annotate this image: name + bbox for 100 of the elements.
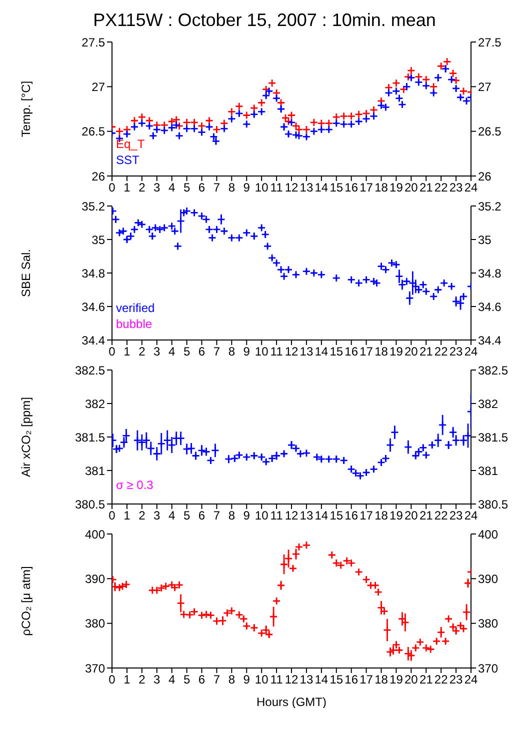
y2-tick-label: 390 [478, 572, 498, 586]
x-tick-label: 17 [360, 180, 374, 195]
y2-tick-label: 381 [478, 464, 498, 478]
x-tick-label: 1 [124, 672, 131, 687]
x-tick-label: 0 [108, 180, 116, 195]
x-tick-label: 15 [330, 672, 344, 687]
x-tick-label: 15 [330, 508, 344, 523]
x-tick-label: 10 [254, 508, 269, 523]
x-tick-label: 3 [154, 180, 161, 195]
x-tick-label: 18 [374, 180, 388, 195]
y2-tick-label: 382 [478, 396, 498, 411]
x-tick-label: 22 [434, 508, 448, 523]
x-tick-label: 21 [419, 508, 434, 523]
x-tick-label: 6 [198, 180, 206, 195]
x-tick-label: 2 [138, 180, 146, 195]
y2-tick-label: 34.6 [478, 300, 502, 314]
chart-title: PX115W : October 15, 2007 : 10min. mean [92, 9, 437, 32]
x-tick-label: 0 [108, 344, 116, 359]
x-tick-label: 5 [183, 344, 190, 359]
x-tick-label: 7 [213, 672, 220, 687]
x-tick-label: 8 [228, 344, 236, 359]
y2-tick-label: 34.4 [478, 333, 502, 348]
x-tick-label: 19 [390, 180, 404, 195]
x-tick-label: 13 [300, 180, 314, 195]
x-tick-label: 12 [284, 508, 298, 523]
x-tick-label: 6 [198, 672, 206, 687]
y-tick-label: 26 [92, 169, 106, 184]
x-tick-label: 6 [198, 508, 206, 523]
y-tick-label: 34.6 [82, 300, 106, 314]
x-tick-label: 4 [168, 180, 176, 195]
x-tick-label: 14 [314, 344, 328, 359]
y2-tick-label: 26.5 [478, 124, 502, 139]
x-tick-label: 2 [138, 508, 146, 523]
x-tick-label: 1 [124, 344, 131, 359]
x-tick-label: 19 [390, 508, 404, 523]
x-tick-label: 7 [213, 344, 220, 359]
y-tick-label: 381.5 [74, 430, 106, 444]
x-tick-label: 23 [449, 672, 464, 687]
x-tick-label: 5 [183, 180, 190, 195]
y-tick-label: 390 [84, 572, 106, 586]
y-tick-label: 382 [84, 396, 106, 411]
y2-tick-label: 27 [478, 80, 492, 94]
y2-tick-label: 380 [478, 616, 498, 631]
x-tick-label: 11 [270, 180, 284, 195]
x-tick-label: 17 [360, 508, 374, 523]
y-tick-label: 27 [92, 80, 106, 94]
y-tick-label: 380 [84, 616, 106, 631]
y2-tick-label: 381.5 [478, 430, 508, 444]
x-tick-label: 2 [138, 672, 146, 687]
y-tick-label: 370 [84, 661, 106, 676]
x-tick-label: 16 [344, 180, 358, 195]
x-tick-label: 17 [360, 672, 374, 687]
y-axis-title: Air xCO₂ [ppm] [19, 396, 33, 478]
series-label: Eq_T [116, 136, 145, 152]
x-tick-label: 23 [449, 180, 464, 195]
x-tick-label: 5 [183, 672, 190, 687]
x-tick-label: 3 [154, 672, 161, 687]
x-tick-label: 17 [360, 344, 374, 359]
x-tick-label: 10 [254, 180, 269, 195]
x-tick-label: 18 [374, 508, 388, 523]
y-axis-title: SBE Sal. [19, 248, 33, 298]
y-tick-label: 27.5 [82, 35, 106, 50]
x-tick-label: 4 [168, 672, 176, 687]
x-tick-label: 11 [270, 672, 284, 687]
x-tick-label: 9 [243, 508, 250, 523]
y2-tick-label: 35.2 [478, 199, 502, 214]
y-tick-label: 26.5 [82, 124, 106, 139]
x-tick-label: 9 [243, 672, 250, 687]
y-tick-label: 35 [92, 232, 106, 247]
x-tick-label: 21 [419, 672, 434, 687]
x-tick-label: 24 [464, 344, 478, 359]
x-tick-label: 14 [314, 180, 328, 195]
x-tick-label: 2 [138, 344, 146, 359]
y2-tick-label: 26 [478, 169, 492, 184]
x-tick-label: 1 [124, 180, 131, 195]
y-tick-label: 35.2 [82, 199, 106, 214]
series-label: SST [116, 152, 140, 168]
x-tick-label: 0 [108, 508, 116, 523]
legend-label: bubble [116, 316, 154, 332]
y2-tick-label: 400 [478, 527, 498, 542]
x-tick-label: 11 [270, 508, 284, 523]
x-tick-label: 14 [314, 508, 328, 523]
x-tick-label: 20 [404, 508, 418, 523]
x-tick-label: 4 [168, 344, 176, 359]
x-tick-label: 21 [419, 180, 434, 195]
y-tick-label: 34.8 [82, 266, 106, 280]
x-tick-label: 10 [254, 672, 269, 687]
x-tick-label: 24 [464, 508, 478, 523]
x-tick-label: 10 [254, 344, 269, 359]
x-tick-label: 22 [434, 180, 448, 195]
x-tick-label: 13 [300, 344, 314, 359]
annotation: σ ≥ 0.3 [116, 478, 154, 492]
y2-tick-label: 380.5 [478, 497, 508, 512]
x-tick-label: 1 [124, 508, 131, 523]
x-tick-label: 16 [344, 672, 358, 687]
y-tick-label: 382.5 [74, 363, 106, 378]
x-tick-label: 9 [243, 344, 250, 359]
x-tick-label: 20 [404, 180, 418, 195]
x-tick-label: 24 [464, 672, 478, 687]
x-tick-label: 22 [434, 344, 448, 359]
